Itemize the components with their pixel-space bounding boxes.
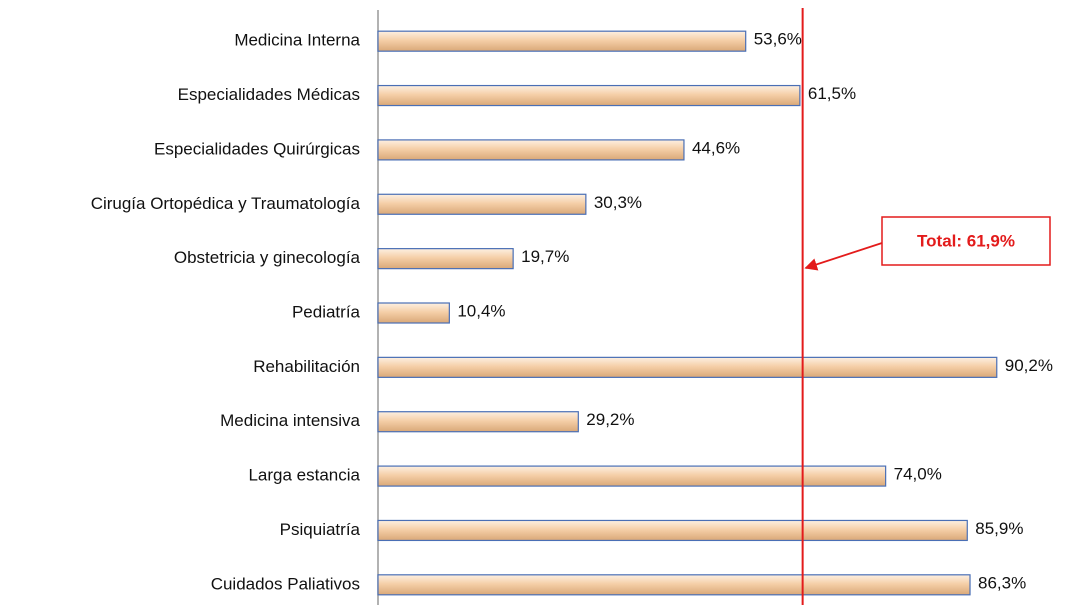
category-label: Obstetricia y ginecología [174,248,361,267]
category-label: Larga estancia [248,466,360,485]
bar [377,519,968,542]
annotation-box [881,216,1051,266]
category-label: Medicina intensiva [220,411,360,430]
bar [377,30,747,52]
category-label: Cirugía Ortopédica y Traumatología [91,194,361,213]
bar [377,411,579,433]
value-label: 74,0% [894,465,942,484]
value-label: 29,2% [586,410,634,429]
value-label: 86,3% [978,573,1026,592]
annotation-label: Total: 61,9% [917,231,1015,250]
category-label: Medicina Interna [234,31,360,50]
value-label: 44,6% [692,138,740,157]
value-label: 30,3% [594,193,642,212]
bar [377,193,587,215]
category-label: Psiquiatría [280,520,361,539]
bar [377,356,998,378]
bar [377,574,971,596]
annotation-arrow [804,242,883,271]
bar [377,84,801,107]
bar [377,465,887,487]
value-label: 53,6% [754,30,802,49]
category-label: Especialidades Médicas [178,85,360,104]
category-label: Pediatría [292,302,361,321]
bar [377,139,685,161]
bar [377,248,514,270]
bar [377,302,450,324]
category-label: Especialidades Quirúrgicas [154,139,360,158]
value-label: 90,2% [1005,356,1053,375]
value-label: 85,9% [975,519,1023,538]
value-label: 10,4% [457,301,505,320]
value-label: 19,7% [521,247,569,266]
value-label: 61,5% [808,84,856,103]
category-label: Rehabilitación [253,357,360,376]
category-label: Cuidados Paliativos [211,574,360,593]
